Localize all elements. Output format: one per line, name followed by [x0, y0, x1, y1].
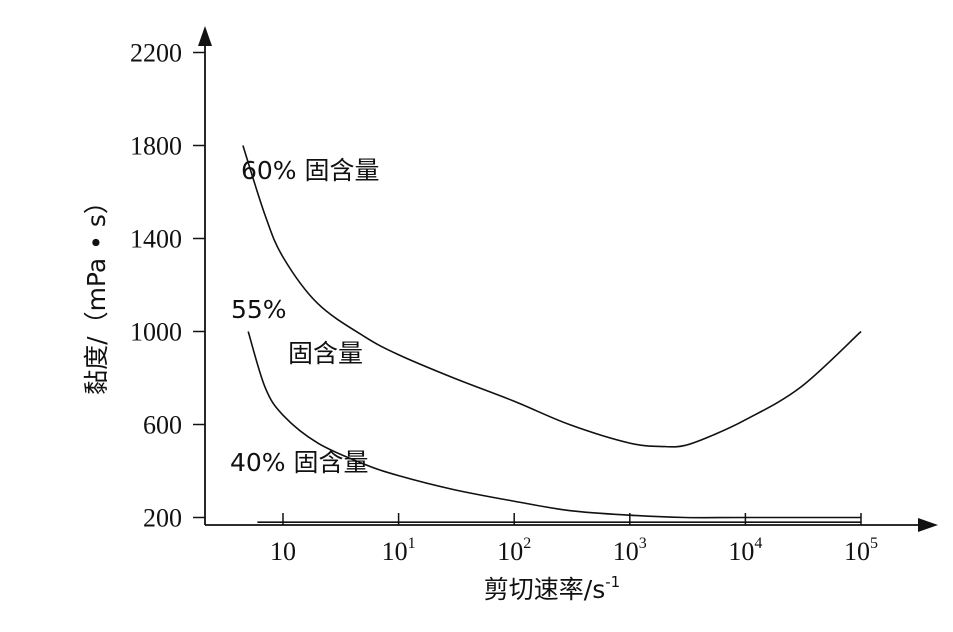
y-tick-label: 600 [143, 411, 182, 440]
y-axis-label: 黏度/（mPa • s） [82, 189, 111, 395]
y-axis-arrow [198, 26, 212, 46]
x-tick-label-exponent: 4 [754, 535, 762, 552]
x-axis-label-superscript: -1 [605, 573, 620, 591]
y-tick-label: 1800 [130, 132, 182, 161]
series-60-percent-label: 60% 固含量 [241, 156, 380, 185]
x-tick-label-base: 10 [270, 537, 296, 566]
x-tick-label-exponent: 1 [408, 535, 416, 552]
series-55-percent-label: 固含量 [288, 339, 363, 368]
y-tick-label: 1000 [130, 318, 182, 347]
x-axis-arrow [918, 518, 938, 532]
y-ticks: 200 600 1000 1400 1800 2200 [130, 39, 205, 533]
x-tick-label: 104 [728, 535, 762, 566]
x-axis-label-text: 剪切速率/s [484, 575, 605, 604]
x-tick-label-base: 10 [844, 537, 870, 566]
x-axis-label: 剪切速率/s-1 [484, 573, 620, 604]
x-tick-label: 101 [382, 535, 416, 566]
axes [198, 26, 938, 532]
series [242, 145, 862, 523]
x-tick-label: 102 [497, 535, 531, 566]
x-tick-label-base: 10 [382, 537, 408, 566]
x-tick-label: 103 [613, 535, 647, 566]
series-55-percent-label: 55% [231, 295, 287, 324]
series-40-percent-label: 40% 固含量 [230, 448, 369, 477]
x-tick-label-base: 10 [728, 537, 754, 566]
x-tick-label-base: 10 [613, 537, 639, 566]
y-tick-label: 200 [143, 504, 182, 533]
y-tick-label: 1400 [130, 225, 182, 254]
x-tick-label-exponent: 3 [639, 535, 647, 552]
y-tick-label: 2200 [130, 39, 182, 68]
series-60-percent-line [242, 145, 862, 448]
x-tick-label: 105 [844, 535, 878, 566]
x-ticks: 10 101 102 103 104 105 [270, 513, 878, 566]
series-55-percent-line [247, 331, 861, 519]
x-tick-label-base: 10 [497, 537, 523, 566]
x-tick-label: 10 [270, 537, 296, 566]
x-tick-label-exponent: 5 [870, 535, 878, 552]
series-labels: 60% 固含量 55%固含量 40% 固含量 [230, 156, 380, 477]
x-tick-label-exponent: 2 [523, 535, 531, 552]
